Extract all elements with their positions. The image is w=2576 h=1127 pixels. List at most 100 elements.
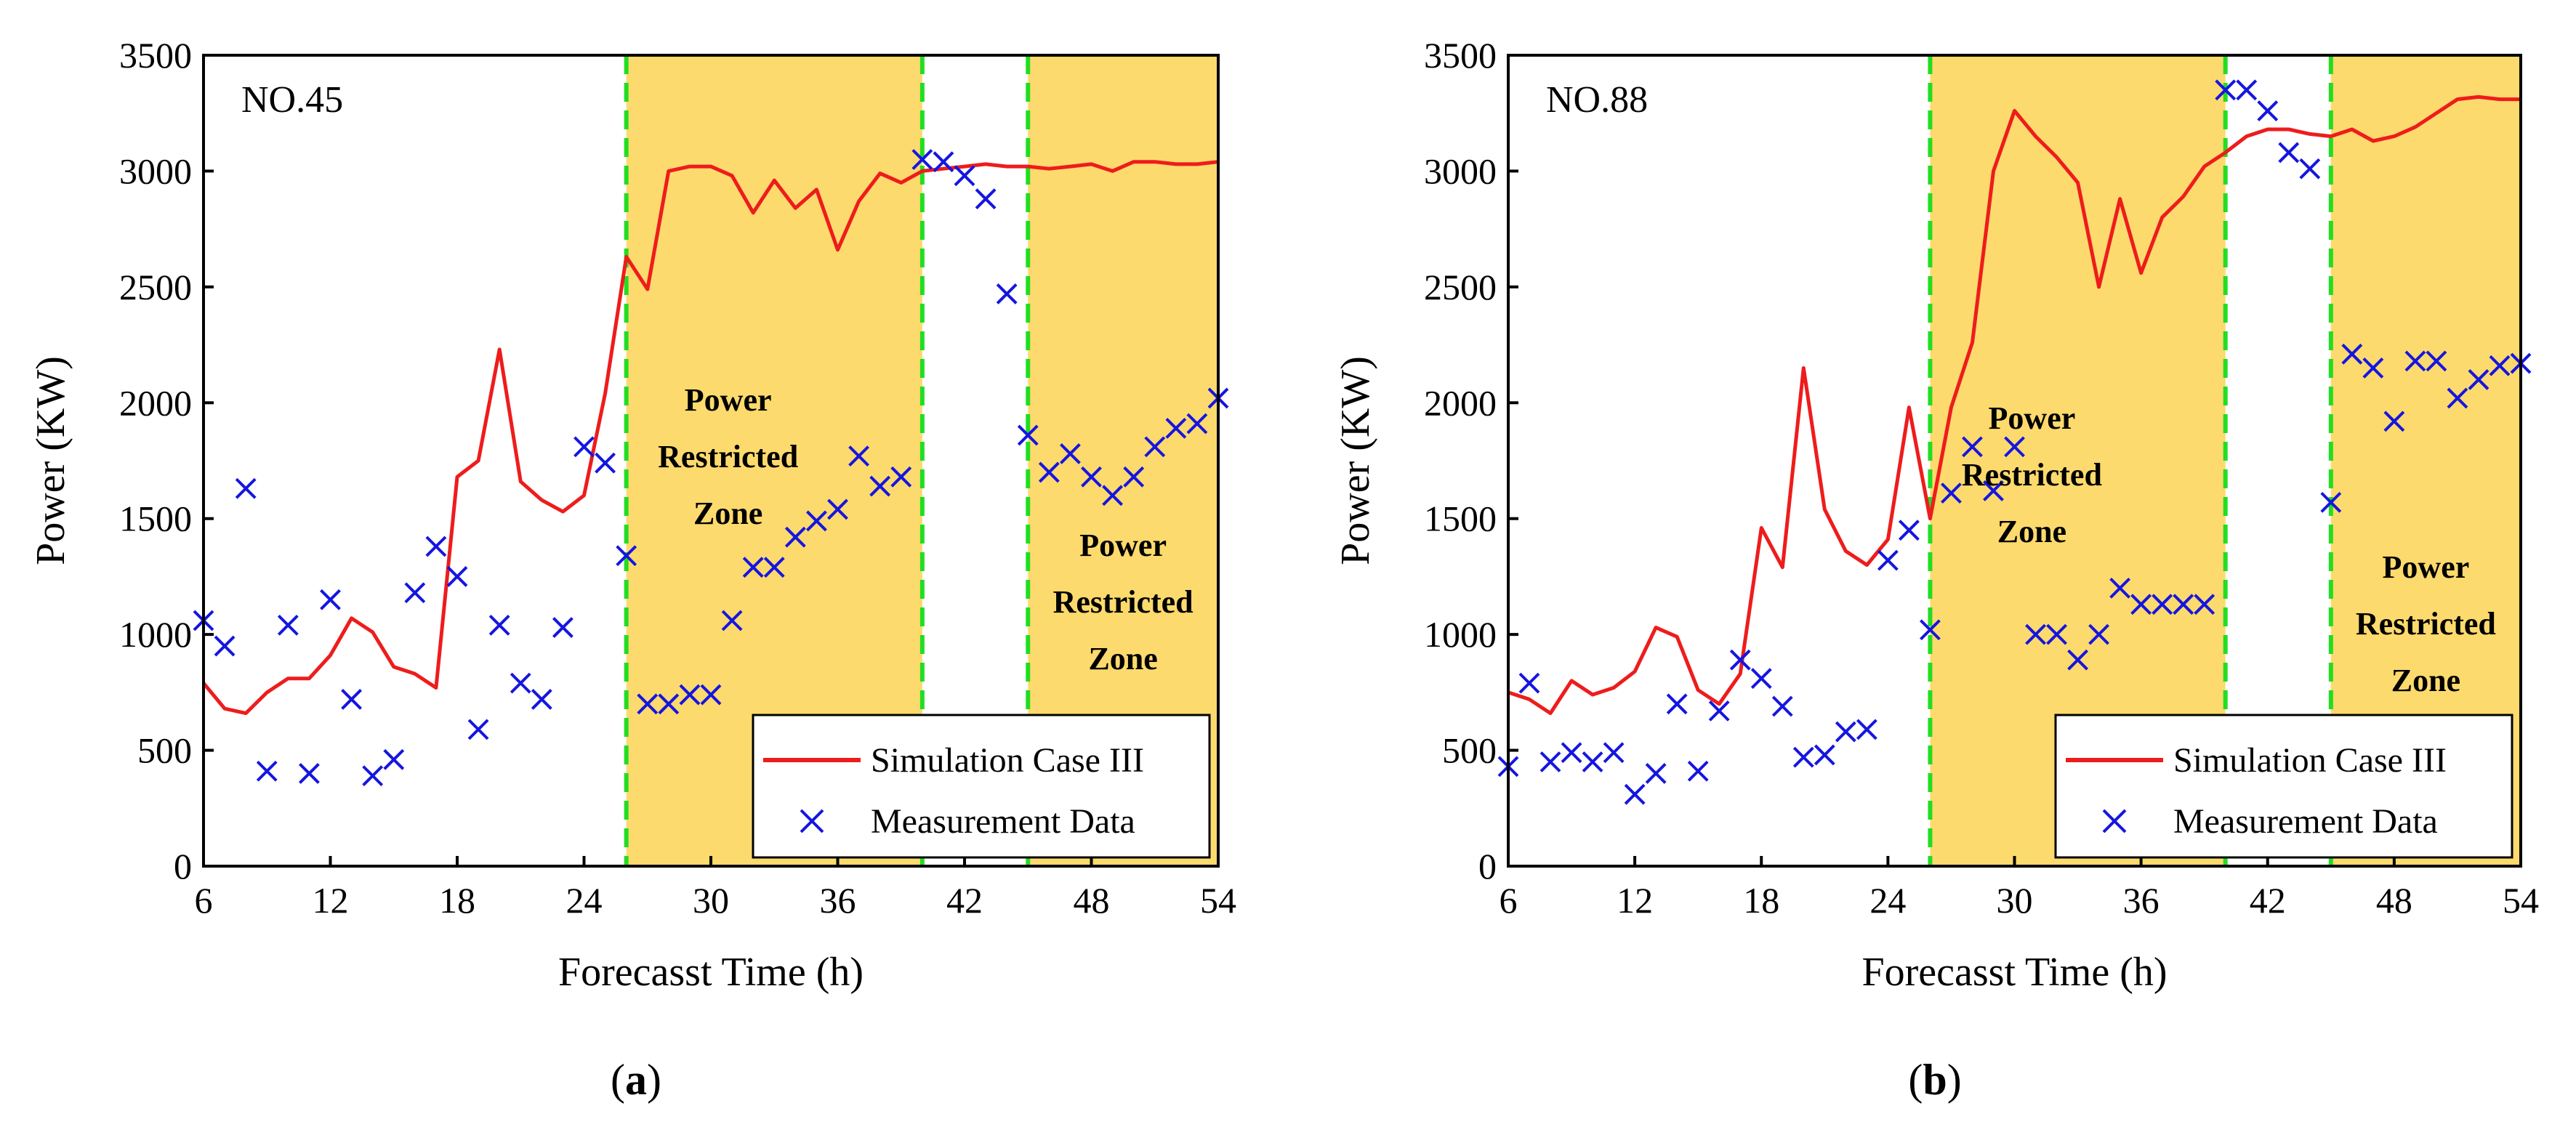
measurement-point	[616, 545, 637, 567]
x-tick-label: 54	[2503, 880, 2539, 921]
chart-panel-a: 6 12 18 24 30 36 42 48 54 0 500 1000 1500 2000 2500 300…	[28, 35, 1236, 1104]
measurement-point	[2468, 368, 2490, 390]
measurement-point	[2404, 350, 2426, 372]
measurement-point-stroke-b	[214, 635, 236, 657]
measurement-point	[2278, 142, 2300, 163]
measurement-point-stroke-b	[1877, 549, 1899, 571]
y-tick-label: 1000	[1424, 614, 1497, 655]
measurement-point-stroke-b	[1729, 649, 1751, 671]
measurement-point	[2299, 158, 2321, 179]
measurement-point-stroke-b	[742, 557, 764, 578]
measurement-point	[742, 557, 764, 578]
measurement-point	[2067, 649, 2088, 671]
y-tick-label: 2500	[119, 267, 192, 307]
measurement-point-stroke-b	[531, 689, 552, 710]
y-axis-title: Power (KW)	[28, 356, 73, 565]
measurement-point-stroke-b	[320, 589, 341, 610]
measurement-point	[911, 149, 933, 170]
x-tick-label: 48	[2376, 880, 2412, 921]
measurement-point-stroke-b	[1038, 461, 1060, 483]
measurement-point	[1983, 480, 2004, 501]
measurement-point	[2383, 411, 2405, 432]
measurement-point-stroke-b	[2383, 411, 2405, 432]
measurement-point	[467, 719, 489, 740]
measurement-point-stroke-b	[806, 510, 827, 532]
measurement-point-stroke-b	[1898, 520, 1920, 541]
measurement-point-stroke-b	[1771, 695, 1793, 717]
y-tick-label: 2500	[1424, 267, 1497, 307]
measurement-point	[1645, 763, 1667, 784]
measurement-point	[531, 689, 552, 710]
measurement-point-stroke-b	[425, 536, 447, 557]
measurement-point	[848, 445, 869, 467]
measurement-point	[2489, 355, 2511, 376]
measurement-point-stroke-b	[1539, 751, 1561, 772]
measurement-point-stroke-b	[996, 283, 1018, 304]
measurement-point-stroke-b	[2025, 623, 2046, 645]
measurement-point	[2257, 100, 2279, 121]
x-tick-label: 30	[693, 880, 729, 921]
x-tick-label: 42	[946, 880, 983, 921]
measurement-point-stroke-b	[277, 614, 299, 636]
measurement-point	[256, 760, 278, 782]
measurement-point	[1144, 436, 1166, 458]
measurement-point	[214, 635, 236, 657]
measurement-point-stroke-b	[1708, 700, 1730, 722]
measurement-point-stroke-b	[2046, 623, 2067, 645]
measurement-point-stroke-b	[2426, 350, 2447, 372]
measurement-point-stroke-b	[2299, 158, 2321, 179]
measurement-point	[1102, 485, 1123, 506]
measurement-point-stroke-b	[975, 188, 997, 210]
zone-label-line: Restricted	[2356, 606, 2496, 642]
measurement-point-stroke-b	[784, 526, 806, 548]
measurement-point-stroke-b	[911, 149, 933, 170]
legend-simulation-label: Simulation Case III	[2173, 741, 2447, 780]
measurement-point-stroke-b	[1144, 436, 1166, 458]
y-tick-label: 1500	[1424, 498, 1497, 539]
measurement-point-stroke-b	[341, 689, 362, 710]
measurement-point	[763, 557, 785, 578]
measurement-point-stroke-b	[2130, 594, 2152, 615]
zone-label-line: Zone	[2391, 663, 2460, 698]
measurement-point-stroke-b	[2404, 350, 2426, 372]
measurement-point	[1038, 461, 1060, 483]
y-tick-label: 3500	[1424, 35, 1497, 76]
measurement-point	[552, 617, 573, 638]
measurement-point	[1792, 746, 1814, 768]
measurement-point	[1582, 751, 1603, 772]
legend-box	[752, 714, 1211, 859]
x-tick-label: 54	[1200, 880, 1236, 921]
measurement-point-stroke-b	[763, 557, 785, 578]
measurement-point-stroke-b	[595, 452, 616, 474]
measurement-point-stroke-b	[1983, 480, 2004, 501]
measurement-point	[1729, 649, 1751, 671]
measurement-point-stroke-b	[2362, 358, 2384, 379]
measurement-point-stroke-b	[362, 765, 384, 787]
measurement-point-stroke-b	[1186, 413, 1208, 435]
measurement-point-stroke-b	[2468, 368, 2490, 390]
measurement-point-stroke-b	[1962, 436, 1983, 458]
y-tick-label: 1500	[119, 498, 192, 539]
measurement-point-stroke-b	[1060, 443, 1081, 464]
measurement-point-stroke-b	[1792, 746, 1814, 768]
panel-caption: (b)	[1908, 1056, 1961, 1104]
measurement-point	[510, 672, 531, 694]
measurement-point	[2362, 358, 2384, 379]
panel-caption: (a)	[611, 1056, 661, 1104]
measurement-point	[1687, 760, 1709, 782]
panel-label: NO.88	[1546, 79, 1648, 121]
measurement-point	[679, 684, 701, 706]
measurement-point-stroke-b	[1856, 719, 1877, 740]
measurement-point	[2320, 491, 2342, 513]
measurement-point-stroke-b	[1102, 485, 1123, 506]
measurement-point-stroke-b	[1645, 763, 1667, 784]
measurement-point	[299, 763, 320, 784]
measurement-point-stroke-b	[1603, 742, 1625, 764]
measurement-point-stroke-b	[827, 498, 848, 520]
measurement-point	[235, 477, 257, 499]
measurement-point-stroke-b	[1835, 721, 1856, 743]
measurement-point	[1814, 744, 1835, 766]
measurement-point-stroke-b	[2489, 355, 2511, 376]
legend-measurement-label: Measurement Data	[2173, 802, 2438, 841]
measurement-point	[2236, 79, 2258, 101]
